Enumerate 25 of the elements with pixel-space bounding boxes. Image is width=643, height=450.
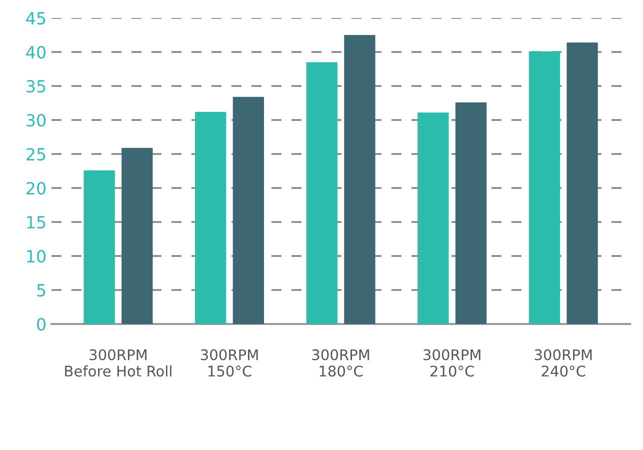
y-tick-label: 10 — [27, 250, 46, 263]
x-tick-label: 300RPM 150°C — [200, 349, 258, 377]
y-tick-label: 0 — [37, 318, 46, 331]
y-tick-label: 15 — [27, 216, 46, 229]
y-tick-label: 5 — [37, 284, 46, 297]
y-tick-label: 35 — [26, 80, 46, 93]
bar — [306, 62, 338, 324]
y-tick-label: 40 — [26, 46, 46, 59]
y-tick-label: 20 — [26, 182, 46, 195]
bar — [418, 112, 449, 324]
bar — [566, 42, 598, 324]
bar — [84, 170, 115, 324]
y-tick-label: 30 — [26, 114, 46, 127]
y-tick-label: 25 — [26, 148, 46, 161]
bar — [455, 102, 487, 324]
y-tick-label: 45 — [26, 12, 46, 25]
x-tick-label: 300RPM 240°C — [534, 349, 592, 377]
bar — [195, 112, 226, 324]
x-tick-label: 300RPM Before Hot Roll — [65, 349, 172, 377]
bar — [528, 51, 560, 324]
bar — [122, 148, 153, 324]
bar — [232, 96, 264, 324]
bar — [344, 35, 376, 324]
x-tick-label: 300RPM 210°C — [424, 349, 480, 377]
x-tick-label: 300RPM 180°C — [312, 349, 370, 377]
